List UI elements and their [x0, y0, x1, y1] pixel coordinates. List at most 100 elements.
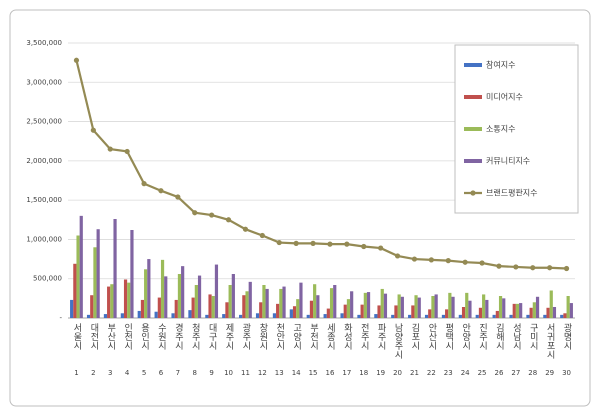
bar — [346, 299, 351, 318]
line-point — [530, 265, 536, 271]
bar — [451, 296, 455, 318]
bar — [414, 295, 418, 318]
line-point — [158, 188, 164, 194]
bar — [225, 302, 229, 318]
bar — [563, 313, 567, 318]
x-tick-label: 세종시 — [325, 323, 335, 350]
bar — [326, 308, 330, 318]
bar — [515, 303, 520, 318]
y-tick-label: - — [59, 314, 62, 322]
x-tick-label: 구미시 — [528, 323, 538, 350]
bar — [259, 302, 263, 318]
bar — [299, 282, 303, 318]
bar — [191, 297, 195, 318]
line-point — [242, 226, 249, 232]
y-tick-label: 1,500,000 — [26, 196, 62, 204]
legend-label: 소통지수 — [486, 125, 515, 134]
bar — [70, 299, 74, 318]
rank-label: 3 — [108, 369, 112, 377]
bar — [174, 299, 178, 318]
line-point — [428, 257, 434, 263]
rank-label: 11 — [241, 369, 250, 377]
rank-label: 6 — [159, 369, 164, 377]
legend-label: 커뮤니티지수 — [486, 156, 530, 166]
x-tick-label: 김포시 — [409, 322, 419, 350]
x-tick-label: 파주시 — [376, 323, 386, 350]
line-point — [293, 240, 299, 246]
bar — [532, 302, 536, 318]
rank-label: 22 — [427, 369, 436, 377]
bar — [560, 314, 564, 318]
bar — [445, 309, 449, 318]
bar — [120, 313, 124, 318]
line-point — [479, 260, 485, 266]
legend-swatch — [464, 95, 482, 99]
rank-label: 5 — [142, 369, 146, 377]
x-tick-label: 남양주시 — [393, 323, 403, 359]
bar — [340, 313, 344, 318]
bar — [509, 314, 513, 318]
line-point — [547, 265, 553, 271]
bar — [127, 282, 131, 318]
rank-label: 26 — [494, 369, 503, 377]
bar — [93, 247, 97, 318]
bar — [123, 279, 128, 318]
bar — [140, 299, 145, 318]
bar — [526, 314, 530, 318]
bar — [408, 314, 412, 318]
bar — [448, 292, 452, 318]
rank-label: 9 — [209, 369, 213, 377]
line-point — [361, 243, 367, 250]
bar — [535, 296, 540, 318]
line-point — [563, 265, 570, 272]
bar — [110, 284, 114, 318]
line-point — [192, 210, 198, 216]
bar — [461, 307, 466, 318]
rank-label: 17 — [342, 369, 351, 377]
x-tick-label: 서울시 — [71, 323, 81, 350]
bar — [107, 286, 111, 318]
bar — [228, 285, 232, 318]
bar — [529, 307, 533, 318]
y-tick-label: 500,000 — [33, 275, 62, 283]
bar — [502, 298, 506, 318]
x-tick-label: 대구시 — [207, 323, 217, 350]
bar — [468, 300, 472, 318]
bar — [512, 303, 516, 318]
line-point — [107, 146, 113, 152]
x-tick-label: 인천시 — [122, 323, 132, 350]
legend-swatch — [464, 127, 482, 131]
bar — [394, 305, 398, 318]
bar — [239, 314, 243, 318]
x-tick-label: 대전시 — [88, 323, 98, 350]
bar — [329, 288, 334, 318]
bar — [147, 259, 151, 318]
rank-label: 19 — [376, 369, 385, 377]
bar — [478, 307, 483, 318]
bar — [309, 300, 314, 318]
line-point — [310, 240, 316, 246]
bar — [222, 314, 226, 318]
bar — [391, 314, 395, 318]
x-tick-label: 진주시 — [477, 323, 487, 350]
line-point — [73, 57, 80, 63]
bar — [383, 293, 388, 318]
bar — [492, 314, 496, 318]
bar — [546, 307, 550, 318]
y-tick-label: 2,500,000 — [26, 118, 62, 126]
line-point — [394, 253, 401, 259]
rank-label: 14 — [292, 369, 301, 377]
rank-label: 27 — [511, 369, 520, 377]
bar — [272, 313, 277, 318]
x-tick-label: 천안시 — [274, 323, 284, 350]
bar — [276, 303, 280, 318]
line-point — [124, 148, 130, 155]
x-tick-label: 서귀포시 — [545, 323, 555, 359]
bar — [377, 305, 381, 318]
bar — [569, 303, 573, 318]
line-point — [175, 194, 181, 200]
bar — [292, 306, 297, 318]
x-tick-label: 용인시 — [139, 323, 149, 350]
bar — [208, 294, 212, 318]
line-point — [327, 241, 333, 247]
